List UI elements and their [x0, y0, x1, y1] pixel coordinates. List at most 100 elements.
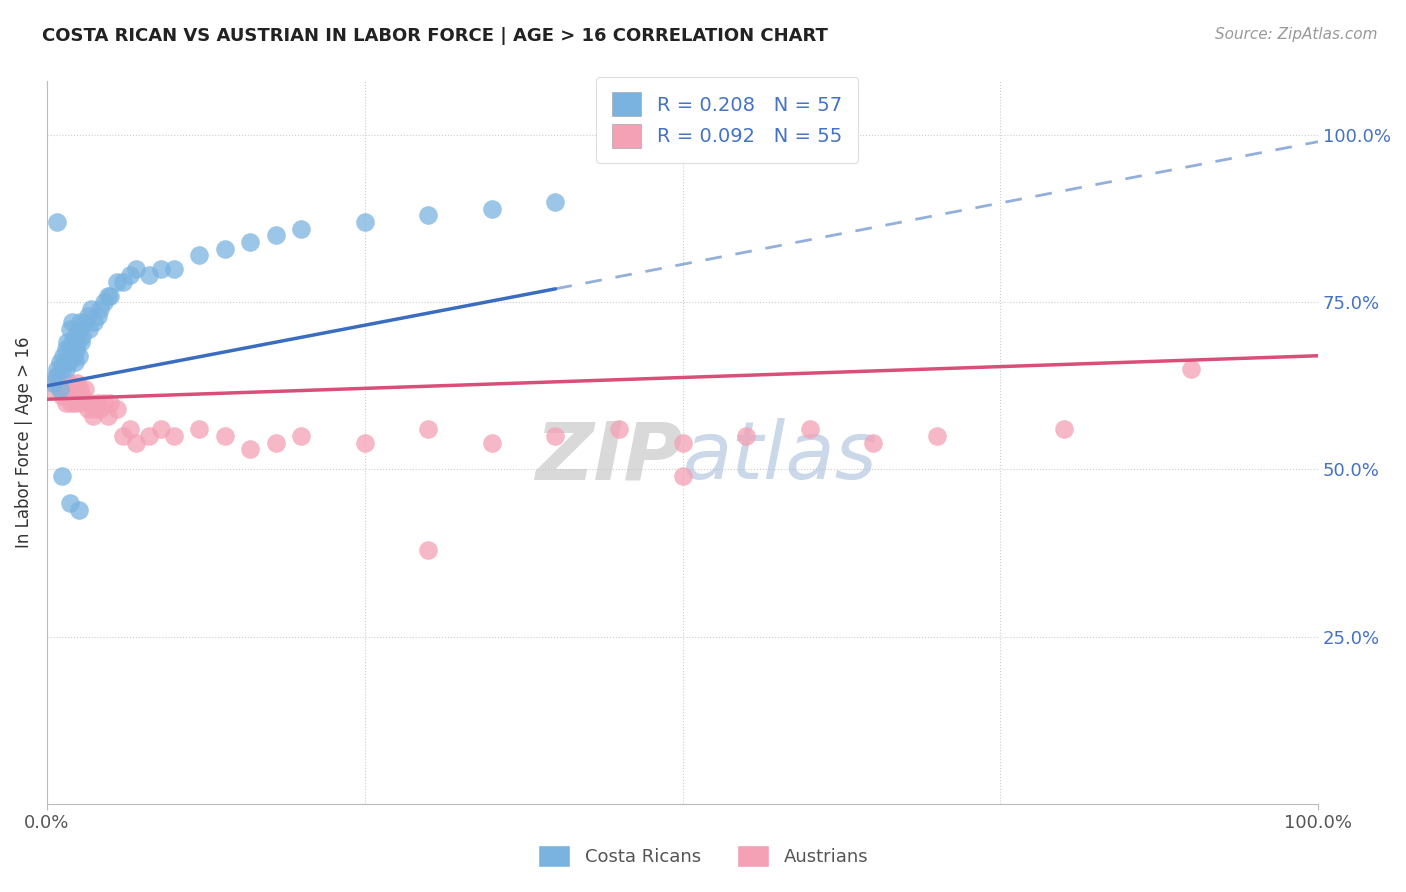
Point [59, 496, 82, 510]
Point [60, 395, 83, 409]
Point [66, 376, 89, 390]
Point [544, 194, 567, 209]
Point [56, 382, 79, 396]
Point [60, 335, 83, 350]
Point [87, 395, 110, 409]
Point [51, 469, 73, 483]
Point [214, 429, 236, 443]
Point [67, 389, 90, 403]
Point [46, 215, 69, 229]
Point [51, 362, 73, 376]
Point [46, 362, 69, 376]
Point [239, 442, 262, 457]
Point [150, 422, 173, 436]
Point [87, 309, 110, 323]
Point [93, 395, 115, 409]
Point [418, 208, 440, 222]
Point [59, 342, 82, 356]
Point [353, 215, 375, 229]
Point [544, 429, 567, 443]
Point [799, 422, 821, 436]
Point [70, 395, 93, 409]
Point [125, 435, 148, 450]
Text: ZIP: ZIP [536, 418, 682, 496]
Point [138, 429, 160, 443]
Point [73, 382, 96, 396]
Point [72, 389, 94, 403]
Point [290, 429, 312, 443]
Point [150, 261, 173, 276]
Point [72, 328, 94, 343]
Point [63, 328, 86, 343]
Point [1053, 422, 1076, 436]
Text: Source: ZipAtlas.com: Source: ZipAtlas.com [1215, 27, 1378, 42]
Point [862, 435, 884, 450]
Point [73, 315, 96, 329]
Point [42, 376, 65, 390]
Point [48, 382, 70, 396]
Point [83, 315, 105, 329]
Text: COSTA RICAN VS AUSTRIAN IN LABOR FORCE | AGE > 16 CORRELATION CHART: COSTA RICAN VS AUSTRIAN IN LABOR FORCE |… [42, 27, 828, 45]
Point [671, 435, 693, 450]
Point [55, 342, 77, 356]
Point [118, 422, 141, 436]
Point [100, 288, 122, 302]
Point [163, 429, 186, 443]
Point [45, 368, 67, 383]
Point [69, 382, 91, 396]
Point [62, 382, 84, 396]
Legend: Costa Ricans, Austrians: Costa Ricans, Austrians [530, 838, 876, 874]
Point [290, 221, 312, 235]
Point [112, 275, 135, 289]
Point [264, 228, 287, 243]
Point [89, 301, 111, 316]
Point [112, 429, 135, 443]
Point [671, 469, 693, 483]
Point [56, 335, 79, 350]
Point [48, 355, 70, 369]
Point [42, 382, 65, 396]
Point [481, 202, 503, 216]
Point [46, 368, 69, 383]
Point [62, 349, 84, 363]
Point [607, 422, 630, 436]
Point [84, 402, 107, 417]
Point [239, 235, 262, 249]
Point [58, 355, 80, 369]
Point [80, 301, 103, 316]
Point [59, 376, 82, 390]
Point [67, 349, 90, 363]
Point [163, 261, 186, 276]
Point [118, 268, 141, 283]
Point [735, 429, 758, 443]
Point [925, 429, 948, 443]
Point [51, 389, 73, 403]
Point [53, 355, 76, 369]
Point [65, 382, 87, 396]
Point [1180, 362, 1202, 376]
Point [418, 542, 440, 557]
Text: atlas: atlas [682, 418, 877, 496]
Point [188, 248, 211, 262]
Point [418, 422, 440, 436]
Point [105, 275, 128, 289]
Point [70, 335, 93, 350]
Point [76, 309, 98, 323]
Point [82, 409, 104, 423]
Point [214, 242, 236, 256]
Point [59, 322, 82, 336]
Point [63, 355, 86, 369]
Point [93, 295, 115, 310]
Point [89, 402, 111, 417]
Point [76, 402, 98, 417]
Point [138, 268, 160, 283]
Point [65, 342, 87, 356]
Point [60, 315, 83, 329]
Point [58, 389, 80, 403]
Point [60, 349, 83, 363]
Point [481, 435, 503, 450]
Point [67, 322, 90, 336]
Point [69, 315, 91, 329]
Point [55, 395, 77, 409]
Point [63, 395, 86, 409]
